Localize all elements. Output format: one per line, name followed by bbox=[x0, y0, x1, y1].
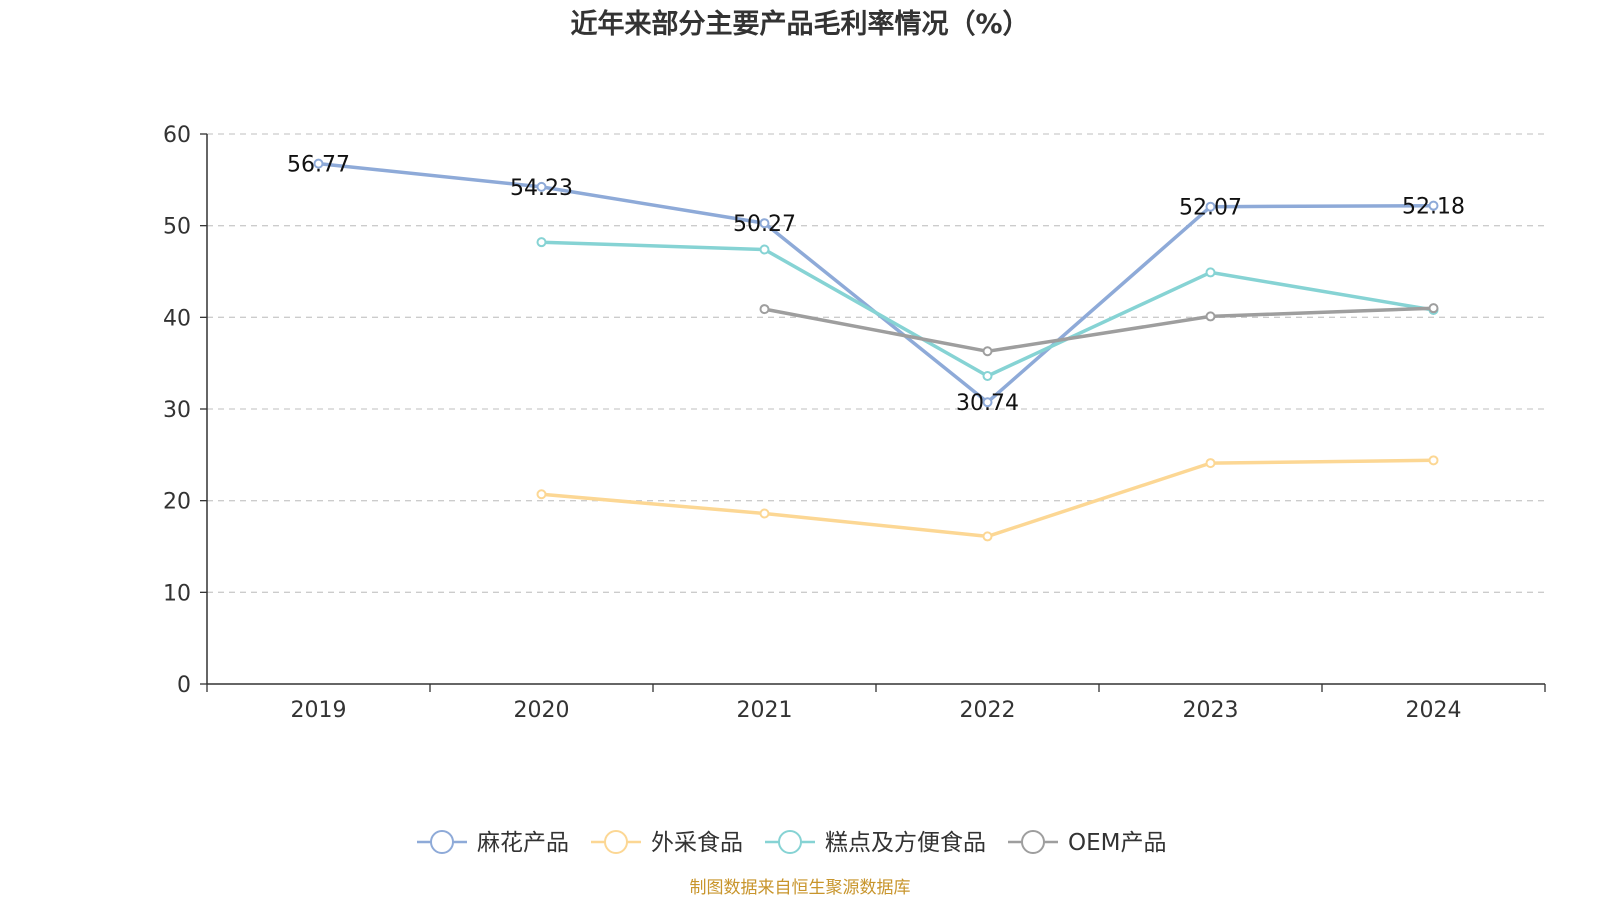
series-4 bbox=[759, 303, 1439, 357]
data-point bbox=[1205, 458, 1216, 469]
data-point bbox=[982, 371, 993, 381]
data-point bbox=[1428, 303, 1439, 314]
data-label-layer: 56.77 54.23 50.27 30.74 52.07 52.18 bbox=[287, 153, 1465, 417]
source-note: 制图数据来自恒生聚源数据库 bbox=[690, 878, 911, 898]
data-point bbox=[536, 237, 547, 248]
data-label: 56.77 bbox=[287, 153, 350, 178]
legend-marker bbox=[778, 830, 802, 854]
data-point bbox=[759, 244, 770, 255]
y-tick-label: 50 bbox=[163, 215, 191, 240]
data-point bbox=[982, 346, 993, 357]
data-point bbox=[1205, 311, 1216, 322]
x-tick-label: 2019 bbox=[291, 698, 347, 723]
chart-title: 近年来部分主要产品毛利率情况（%） bbox=[570, 8, 1029, 40]
legend-label: 外采食品 bbox=[651, 830, 743, 856]
legend-marker bbox=[430, 830, 454, 854]
y-tick-label: 30 bbox=[163, 398, 191, 423]
legend-marker bbox=[604, 830, 628, 854]
legend-item-1[interactable]: 麻花产品 bbox=[417, 830, 569, 856]
data-point bbox=[759, 218, 770, 229]
data-point bbox=[759, 304, 770, 315]
series-3 bbox=[536, 237, 1439, 381]
y-tick-label: 10 bbox=[163, 581, 191, 606]
data-label: 52.07 bbox=[1179, 196, 1242, 221]
legend-item-4[interactable]: OEM产品 bbox=[1008, 830, 1166, 856]
legend-label: 麻花产品 bbox=[477, 830, 569, 856]
data-point bbox=[982, 397, 993, 408]
data-label: 54.23 bbox=[510, 176, 573, 201]
legend-marker bbox=[1021, 830, 1045, 854]
y-tick-label: 0 bbox=[177, 673, 191, 698]
x-tick-label: 2020 bbox=[514, 698, 570, 723]
data-point bbox=[1428, 200, 1439, 211]
legend-label: 糕点及方便食品 bbox=[825, 830, 986, 856]
legend-label: OEM产品 bbox=[1068, 830, 1166, 856]
data-label: 50.27 bbox=[733, 212, 796, 237]
x-tick-label: 2023 bbox=[1183, 698, 1239, 723]
data-point bbox=[536, 489, 547, 500]
legend-item-3[interactable]: 糕点及方便食品 bbox=[765, 830, 986, 856]
x-tick-label: 2021 bbox=[737, 698, 793, 723]
data-point bbox=[313, 158, 324, 169]
data-point bbox=[536, 181, 547, 192]
series-2 bbox=[536, 455, 1439, 542]
y-tick-label: 20 bbox=[163, 490, 191, 515]
x-tick-label: 2022 bbox=[960, 698, 1016, 723]
data-point bbox=[1205, 201, 1216, 212]
data-point bbox=[1205, 267, 1216, 278]
y-tick-label: 40 bbox=[163, 306, 191, 331]
data-label: 30.74 bbox=[956, 391, 1019, 416]
data-point bbox=[982, 531, 993, 542]
y-tick-label: 60 bbox=[163, 123, 191, 148]
legend: 麻花产品 外采食品 糕点及方便食品 OEM产品 bbox=[417, 830, 1166, 856]
data-point bbox=[1428, 455, 1439, 466]
grid-layer bbox=[207, 133, 1545, 593]
series-layer bbox=[313, 158, 1439, 542]
data-point bbox=[759, 508, 770, 519]
series-line bbox=[541, 458, 1434, 539]
x-tick-label: 2024 bbox=[1406, 698, 1462, 723]
data-label: 52.18 bbox=[1402, 195, 1465, 220]
legend-item-2[interactable]: 外采食品 bbox=[591, 830, 743, 856]
series-line bbox=[764, 306, 1434, 354]
axis-layer: 0 10 20 30 40 50 60 2019 2020 2021 2022 2023 2024 bbox=[163, 123, 1546, 723]
